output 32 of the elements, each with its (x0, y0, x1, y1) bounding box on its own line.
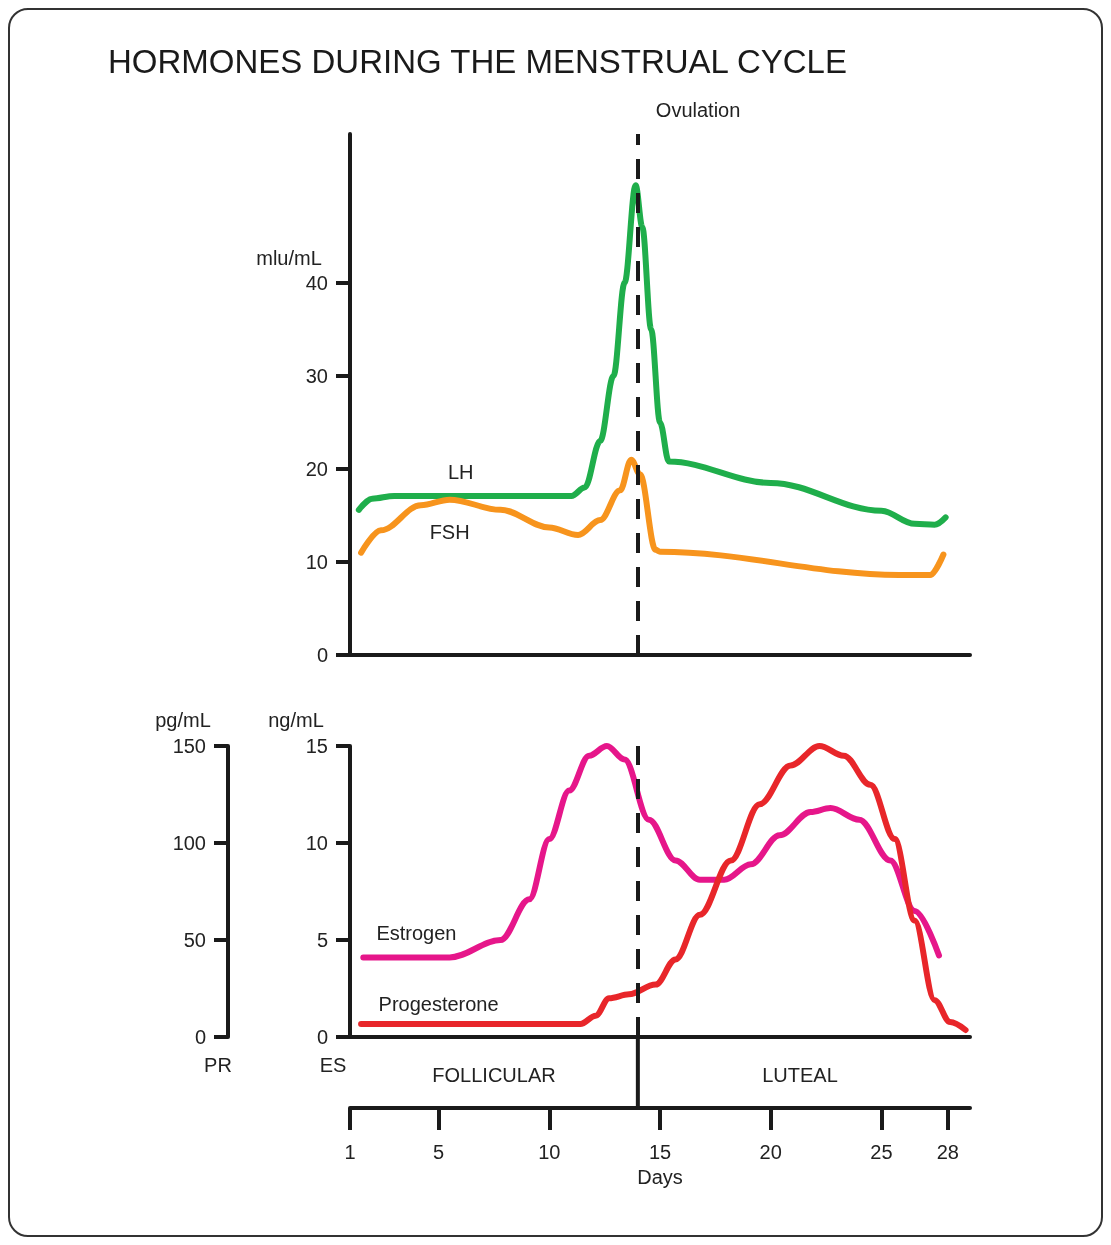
text: LUTEAL (762, 1064, 838, 1086)
x-tick-label: 10 (538, 1141, 561, 1163)
y-tick-label: 40 (305, 271, 328, 294)
x-tick-label: 28 (936, 1141, 959, 1163)
x-tick-label: 25 (870, 1141, 893, 1163)
x-tick-label: 5 (433, 1141, 445, 1163)
y-tick-label: 0 (316, 644, 328, 666)
x-tick-label: 20 (759, 1141, 782, 1163)
text: FOLLICULAR (432, 1064, 556, 1086)
y-tick-label: 0 (194, 1026, 206, 1048)
y-tick-label: 50 (183, 929, 206, 951)
series-label: Progesterone (378, 993, 499, 1015)
series-label: FSH (429, 520, 470, 543)
y-axis-title: mlu/mL (256, 247, 322, 269)
chart-title: HORMONES DURING THE MENSTRUAL CYCLE (108, 43, 847, 80)
y-tick-label: 10 (305, 550, 328, 573)
series-label: LH (447, 460, 474, 483)
x-tick-label: 15 (648, 1141, 672, 1163)
y-tick-label: 20 (305, 457, 328, 480)
x-axis-title: Days (637, 1165, 683, 1188)
text: ES (319, 1054, 347, 1076)
text: PR (204, 1054, 232, 1076)
y2-axis-title: ng/mL (268, 709, 324, 731)
y-tick-label: 30 (305, 364, 328, 387)
series-label: Estrogen (376, 922, 457, 945)
y2-tick-label: 5 (316, 929, 328, 951)
y2-tick-label: 15 (305, 735, 328, 757)
y-axis-title: pg/mL (155, 709, 211, 731)
ref-line-label: Ovulation (655, 99, 741, 121)
y-tick-label: 150 (172, 735, 206, 757)
x-tick-label: 1 (344, 1141, 356, 1163)
y-tick-label: 100 (172, 832, 206, 854)
